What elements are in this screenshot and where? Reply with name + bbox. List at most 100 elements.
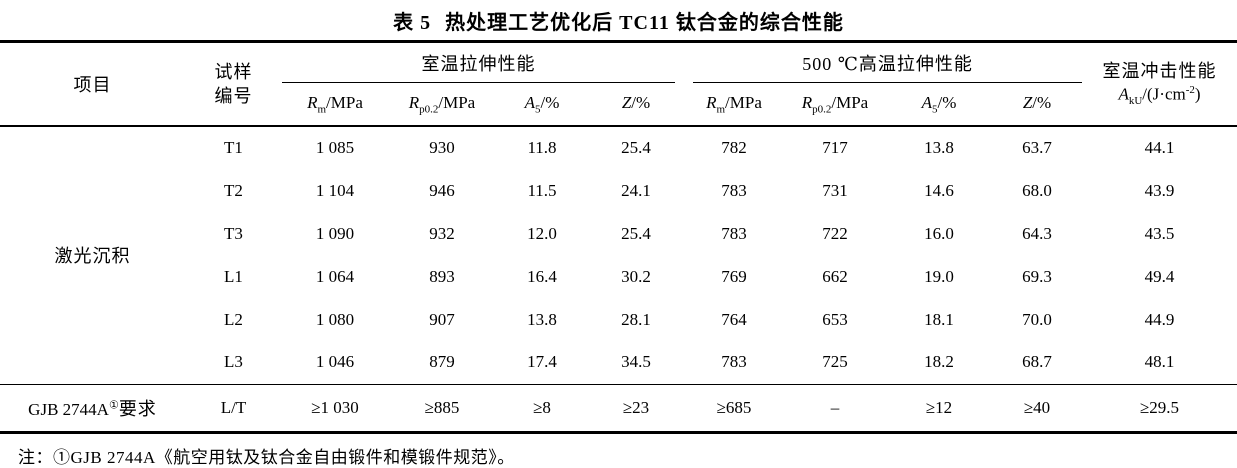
table-cell: 13.8	[527, 309, 557, 329]
table-cell: 14.6	[924, 180, 954, 200]
table-row-t3: T3 1 090 932 12.0 25.4 783 722 16.0 64.3…	[0, 212, 1237, 255]
col-header-rt-rm: Rm/MPa	[307, 92, 363, 116]
table-cell: 69.3	[1022, 266, 1052, 286]
table-cell: ≥685	[716, 397, 752, 417]
table-cell: ≥23	[622, 397, 650, 417]
table-cell: 1 085	[315, 138, 355, 157]
sample-cell: L/T	[220, 397, 247, 417]
sample-cell: L3	[224, 352, 243, 372]
group-header-room-temp-tensile: 室温拉伸性能	[282, 42, 684, 83]
table-cell: 725	[822, 352, 848, 372]
col-header-rt-z: Z/%	[621, 92, 651, 112]
table-cell: 63.7	[1022, 138, 1052, 157]
table-cell: 68.7	[1022, 352, 1052, 372]
table-cell: 1 080	[315, 309, 355, 329]
col-header-impact: 室温冲击性能 AkU/(J·cm-2)	[1082, 42, 1237, 127]
table-cell: 48.1	[1144, 352, 1175, 372]
table-cell: ≥40	[1023, 397, 1051, 417]
col-header-ht-a5: A5/%	[921, 92, 957, 116]
table-cell: 946	[429, 180, 455, 200]
group-ht-label: 500 ℃高温拉伸性能	[802, 54, 973, 74]
table-cell: 717	[822, 138, 848, 157]
table-cell: 907	[429, 309, 455, 329]
requirement-label-cell: GJB 2744A①要求	[28, 398, 157, 419]
table-cell: 1 104	[315, 180, 355, 200]
table-cell: 25.4	[621, 138, 651, 157]
sample-cell: T1	[224, 138, 243, 157]
table-cell: 64.3	[1022, 223, 1052, 243]
table-cell: ≥885	[424, 397, 460, 417]
table-cell: 70.0	[1022, 309, 1052, 329]
impact-header-title: 室温冲击性能	[1102, 60, 1217, 81]
table-cell: 43.9	[1144, 180, 1175, 200]
table-cell: 18.2	[924, 352, 954, 372]
table-cell: 1 090	[315, 223, 355, 243]
table-title: 表 5 热处理工艺优化后 TC11 钛合金的综合性能	[0, 0, 1237, 40]
col-header-ht-z: Z/%	[1022, 92, 1052, 112]
table-cell: 16.4	[527, 266, 557, 286]
table-cell: ≥12	[925, 397, 953, 417]
group-header-500c-tensile: 500 ℃高温拉伸性能	[684, 42, 1083, 83]
table-cell: 44.1	[1144, 138, 1175, 157]
table-cell: 28.1	[621, 309, 651, 329]
sample-cell: L1	[224, 266, 243, 286]
sample-header-line2: 编号	[214, 86, 253, 106]
table-cell: 11.8	[527, 138, 557, 157]
table-cell: 783	[721, 223, 747, 243]
table-number: 表 5	[393, 11, 432, 34]
table-cell: 782	[721, 138, 747, 157]
table-cell: 12.0	[527, 223, 557, 243]
table-row-t1: 激光沉积 T1 1 085 930 11.8 25.4 782 717 13.8…	[0, 126, 1237, 266]
table-header: 项目 试样 编号 室温拉伸性能 500 ℃高温拉伸性能 室温冲击性能 A	[0, 42, 1237, 126]
table-cell: 731	[822, 180, 848, 200]
table-cell: 932	[429, 223, 455, 243]
col-header-project: 项目	[73, 75, 112, 95]
table-cell: 30.2	[621, 266, 651, 286]
group-rt-label: 室温拉伸性能	[421, 54, 536, 74]
table-cell: 1 064	[315, 266, 355, 286]
sample-header-line1: 试样	[214, 61, 253, 82]
table-row-l3: L3 1 046 879 17.4 34.5 783 725 18.2 68.7…	[0, 341, 1237, 384]
col-header-rt-rp02: Rp0.2/MPa	[408, 92, 476, 116]
table-cell: 34.5	[621, 352, 651, 372]
sample-cell: T3	[224, 223, 243, 243]
table-cell: 879	[429, 352, 455, 372]
table-cell: 17.4	[527, 352, 557, 372]
table-cell: 11.5	[527, 180, 557, 200]
table-cell: 930	[429, 138, 455, 157]
properties-table: 项目 试样 编号 室温拉伸性能 500 ℃高温拉伸性能 室温冲击性能 A	[0, 40, 1237, 434]
sample-cell: L2	[224, 309, 243, 329]
table-cell: 783	[721, 180, 747, 200]
header-row-subcolumns: Rm/MPa Rp0.2/MPa A5/% Z/% Rm/MPa Rp0.2/M…	[0, 83, 1237, 126]
table-cell: –	[830, 397, 840, 417]
table-row-t2: T2 1 104 946 11.5 24.1 783 731 14.6 68.0…	[0, 169, 1237, 212]
col-header-sample: 试样 编号	[185, 42, 282, 127]
table-row-l1: L1 1 064 893 16.4 30.2 769 662 19.0 69.3…	[0, 255, 1237, 298]
col-header-rt-a5: A5/%	[524, 92, 560, 116]
table-row-requirement: GJB 2744A①要求 L/T ≥1 030 ≥885 ≥8 ≥23 ≥685…	[0, 384, 1237, 432]
project-cell: 激光沉积	[54, 246, 131, 267]
table-cell: 24.1	[621, 180, 651, 200]
table-cell: 49.4	[1144, 266, 1175, 286]
table-cell: 1 046	[315, 352, 355, 372]
impact-header-unit: AkU/(J·cm-2)	[1118, 84, 1201, 108]
table-cell: 25.4	[621, 223, 651, 243]
table-cell: ≥29.5	[1139, 397, 1180, 417]
table-cell: ≥8	[533, 397, 551, 417]
col-header-ht-rm: Rm/MPa	[706, 92, 762, 116]
table-cell: 722	[822, 223, 848, 243]
table-row-l2: L2 1 080 907 13.8 28.1 764 653 18.1 70.0…	[0, 298, 1237, 341]
table-title-text: 热处理工艺优化后 TC11 钛合金的综合性能	[445, 11, 844, 34]
table-cell: 19.0	[924, 266, 954, 286]
table-footnote: 注：①GJB 2744A《航空用钛及钛合金自由锻件和模锻件规范》。	[18, 447, 515, 467]
table-body: 激光沉积 T1 1 085 930 11.8 25.4 782 717 13.8…	[0, 126, 1237, 432]
table-cell: 43.5	[1144, 223, 1175, 243]
table-cell: 769	[721, 266, 747, 286]
table-cell: 783	[721, 352, 747, 372]
footnote-marker: ①	[108, 398, 119, 411]
header-row-groups: 项目 试样 编号 室温拉伸性能 500 ℃高温拉伸性能 室温冲击性能 A	[0, 42, 1237, 107]
table-cell: 44.9	[1144, 309, 1175, 329]
table-cell: 68.0	[1022, 180, 1052, 200]
table-cell: 13.8	[924, 138, 954, 157]
